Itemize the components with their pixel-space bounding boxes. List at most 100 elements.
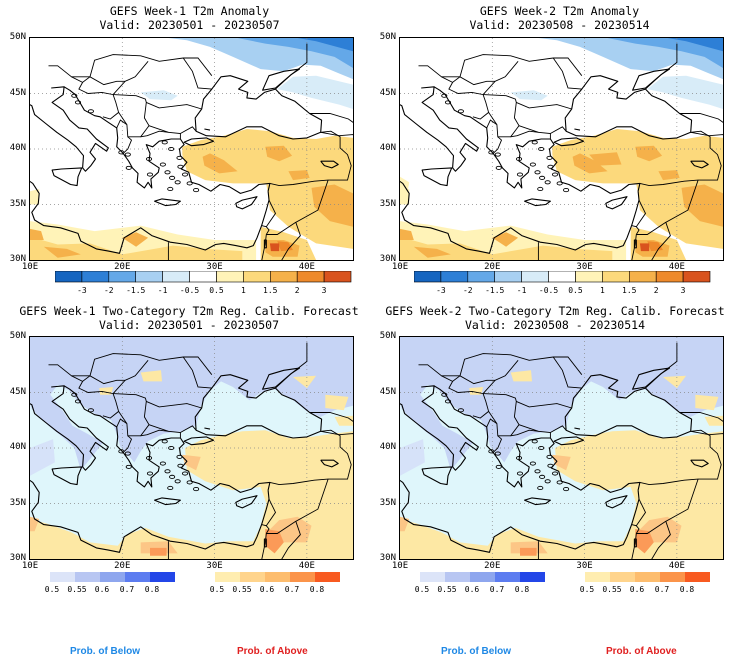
lat-label: 35N: [379, 198, 396, 209]
coastline-closed: [235, 196, 258, 210]
prob-below-colorbar-1: [50, 572, 175, 582]
prob-tick-label: 0.5: [414, 585, 430, 594]
data-region: [265, 145, 293, 162]
lon-label: 30E: [576, 561, 593, 571]
island: [168, 445, 175, 451]
colorbar-cell: [81, 271, 110, 283]
lon-label: 20E: [114, 262, 131, 272]
panel1-title-text: GEFS Week-1 T2m Anomaly: [109, 4, 270, 18]
anomaly-tick-label: 3: [321, 286, 327, 295]
lake: [690, 160, 709, 169]
prob-colorbar-cell: [265, 572, 290, 582]
data-region: [510, 90, 548, 101]
coastline-closed: [605, 495, 628, 509]
data-region: [277, 75, 353, 109]
prob-colorbar-cell: [240, 572, 265, 582]
lat-label: 50N: [9, 32, 26, 42]
data-region: [552, 454, 571, 471]
island: [529, 461, 536, 466]
country-border: [112, 379, 126, 394]
prob-tick-label: 0.8: [144, 585, 160, 594]
anomaly-tick-label: 2: [653, 286, 659, 295]
coastline-closed: [553, 137, 585, 147]
data-region: [269, 243, 280, 252]
country-border: [679, 412, 723, 422]
data-region: [30, 236, 243, 260]
island: [193, 188, 200, 193]
prob-tick-label: 0.5: [579, 585, 595, 594]
coastline: [548, 437, 641, 493]
coastline-closed: [235, 495, 258, 509]
lon-label: 30E: [576, 262, 593, 272]
island: [169, 474, 176, 479]
prob-colorbar-cell: [660, 572, 685, 582]
coastline-closed: [632, 367, 671, 390]
island: [174, 479, 181, 484]
island: [531, 140, 538, 145]
country-border: [679, 113, 723, 123]
country-border: [71, 61, 149, 86]
colorbar-cell: [440, 271, 469, 283]
map-week1-anomaly-svg: [30, 38, 353, 260]
country-border: [182, 57, 212, 90]
country-border: [122, 435, 133, 453]
country-border: [281, 478, 329, 559]
map-week2-prob-svg: [400, 337, 723, 559]
lon-label: 20E: [114, 561, 131, 571]
prob-colorbar-cell: [315, 572, 340, 582]
coastline: [63, 86, 181, 189]
prob-colorbar-cell: [150, 572, 175, 582]
island: [441, 93, 448, 98]
colorbar-cell: [414, 271, 442, 283]
coastline-closed: [553, 436, 585, 446]
map-week2-prob: [399, 336, 724, 560]
data-region: [288, 170, 310, 181]
country-border: [516, 400, 572, 409]
island: [177, 164, 184, 169]
prob-tick-label: 0.5: [44, 585, 60, 594]
anomaly-tick-label: -3: [436, 286, 446, 295]
coastline-closed: [51, 167, 83, 187]
island: [563, 188, 570, 193]
panel4-valid-text: Valid: 20230508 - 20230514: [464, 318, 645, 332]
lon-label: 40E: [668, 262, 685, 272]
country-border: [518, 125, 551, 139]
coastline-closed: [51, 466, 83, 486]
coastline: [400, 479, 640, 553]
country-border: [180, 425, 197, 433]
coastline: [548, 138, 641, 194]
anomaly-tick-label: 1.5: [622, 286, 637, 295]
data-region: [572, 153, 608, 174]
data-region: [202, 153, 238, 174]
panel2-title: GEFS Week-2 T2m Anomaly Valid: 20230508 …: [397, 4, 722, 32]
country-border: [320, 131, 353, 137]
country-border: [48, 54, 213, 78]
prob-tick-label: 0.6: [629, 585, 645, 594]
data-region: [311, 184, 353, 227]
coastline-closed: [183, 137, 215, 147]
data-region: [639, 243, 650, 252]
island: [539, 474, 546, 479]
country-border: [180, 126, 197, 134]
colorbar-cell: [655, 271, 684, 283]
prob-tick-label: 0.8: [309, 585, 325, 594]
colorbar-cell: [296, 271, 325, 283]
country-border: [631, 199, 647, 228]
anomaly-tick-label: 1.5: [263, 286, 278, 295]
colorbar-cell: [682, 271, 711, 283]
lon-label: 30E: [206, 561, 223, 571]
data-region: [265, 529, 284, 554]
prob-tick-label: 0.7: [284, 585, 300, 594]
data-region: [150, 547, 167, 556]
panel4-title-text: GEFS Week-2 Two-Category T2m Reg. Calib.…: [385, 304, 725, 318]
prob-above-colorbar-1: [215, 572, 340, 582]
island: [181, 172, 189, 177]
data-region: [607, 38, 723, 68]
data-region: [635, 145, 663, 162]
data-region: [400, 430, 723, 559]
island: [176, 155, 183, 160]
lat-label: 40N: [9, 442, 26, 452]
island: [74, 399, 82, 404]
prob-tick-label: 0.6: [94, 585, 110, 594]
country-border: [690, 430, 723, 436]
